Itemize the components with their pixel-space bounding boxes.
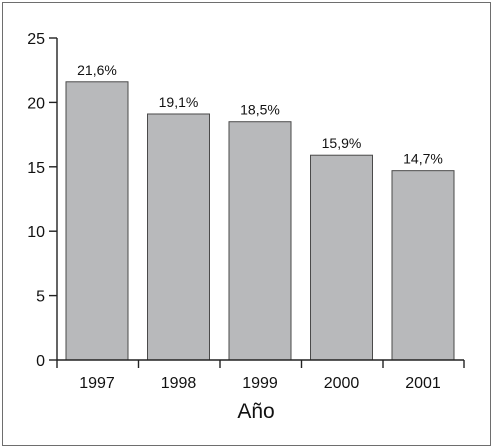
x-axis: 1997 1998 1999 2000 2001 (56, 359, 465, 392)
y-tick-label: 0 (36, 353, 45, 370)
x-tick-label: 1998 (161, 375, 197, 392)
data-label: 19,1% (159, 94, 199, 110)
bar-2000 (310, 154, 373, 361)
y-tick-label: 10 (27, 224, 45, 241)
bar-1999 (228, 121, 292, 361)
bar-1997 (65, 81, 129, 361)
y-tick-label: 15 (27, 160, 45, 177)
x-axis-title: Año (237, 400, 274, 423)
y-tick-label: 20 (27, 95, 45, 112)
data-label: 18,5% (240, 102, 280, 118)
y-tick-label: 25 (27, 31, 45, 48)
bar-2001 (391, 170, 455, 361)
bar-1998 (147, 113, 210, 361)
bars (65, 81, 455, 361)
data-label: 15,9% (322, 135, 362, 151)
data-labels: 21,6% 19,1% 18,5% 15,9% 14,7% (77, 62, 443, 167)
y-tick-label: 5 (36, 289, 45, 306)
x-tick-label: 2001 (405, 375, 441, 392)
x-tick-label: 1999 (242, 375, 278, 392)
y-axis: 0 5 10 15 20 25 (27, 31, 58, 370)
data-label: 21,6% (77, 62, 117, 78)
data-label: 14,7% (403, 151, 443, 167)
x-tick-label: 1997 (79, 375, 115, 392)
x-tick-label: 2000 (324, 375, 360, 392)
